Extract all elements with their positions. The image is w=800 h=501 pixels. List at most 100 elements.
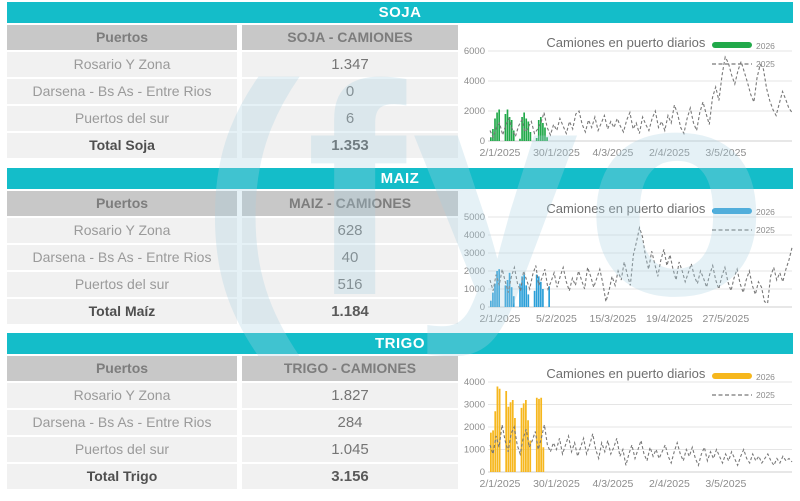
bar-2026 (510, 120, 513, 141)
port-label: Rosario Y Zona (7, 52, 237, 77)
port-label: Puertos del sur (7, 272, 237, 297)
total-value: 1.184 (242, 299, 458, 324)
maiz-table: Puertos MAIZ - CAMIONES Rosario Y Zona 6… (7, 191, 458, 324)
section-soja: SOJA Puertos SOJA - CAMIONES Rosario Y Z… (7, 2, 793, 165)
bar-2026 (538, 398, 540, 472)
bar-2026 (507, 406, 510, 472)
port-label: Darsena - Bs As - Entre Rios (7, 245, 237, 270)
bar-2026 (506, 280, 509, 307)
y-tick-label: 1000 (464, 445, 485, 456)
bar-2026 (529, 132, 532, 141)
legend-swatch-2026 (712, 42, 752, 48)
port-value: 1.347 (242, 52, 458, 77)
bar-2026 (519, 138, 521, 141)
x-tick-label: 2/4/2025 (649, 147, 690, 159)
bar-2026 (527, 420, 529, 472)
bar-2026 (523, 112, 525, 141)
legend-label-2026: 2026 (756, 372, 775, 382)
soja-table: Puertos SOJA - CAMIONES Rosario Y Zona 1… (7, 25, 458, 158)
port-label: Puertos del sur (7, 106, 237, 131)
x-tick-label: 19/4/2025 (646, 313, 693, 325)
bar-2026 (519, 283, 521, 307)
section-title-trigo: TRIGO (7, 333, 793, 354)
port-label: Darsena - Bs As - Entre Rios (7, 79, 237, 104)
legend-swatch-2026 (712, 373, 752, 379)
x-tick-label: 30/1/2025 (533, 478, 580, 490)
bar-2026 (496, 271, 498, 307)
line-2025 (489, 55, 793, 139)
bar-2026 (494, 283, 496, 307)
y-tick-label: 0 (480, 136, 485, 147)
bar-2026 (504, 285, 507, 307)
total-label: Total Soja (7, 133, 237, 158)
bar-2026 (533, 290, 536, 307)
port-value: 284 (242, 410, 458, 435)
y-tick-label: 4000 (464, 230, 485, 241)
legend-swatch-2026 (712, 208, 752, 214)
bar-2026 (537, 276, 540, 307)
bar-2026 (535, 138, 538, 141)
legend-label-2026: 2026 (756, 207, 775, 217)
bar-2026 (542, 123, 544, 141)
bar-2026 (529, 440, 532, 472)
x-tick-label: 2/4/2025 (649, 478, 690, 490)
soja-col-header-camiones: SOJA - CAMIONES (242, 25, 458, 50)
total-label: Total Maíz (7, 299, 237, 324)
x-tick-label: 27/5/2025 (703, 313, 750, 325)
maiz-col-header-camiones: MAIZ - CAMIONES (242, 191, 458, 216)
bar-2026 (539, 281, 542, 307)
x-tick-label: 30/1/2025 (533, 147, 580, 159)
bar-2026 (524, 400, 527, 472)
bar-2026 (510, 287, 513, 307)
bar-2026 (508, 272, 511, 307)
section-title-soja: SOJA (7, 2, 793, 23)
bar-2026 (506, 109, 509, 141)
bar-2026 (527, 294, 530, 307)
x-tick-label: 3/5/2025 (705, 478, 746, 490)
bar-2026 (494, 118, 496, 141)
bar-2026 (492, 292, 494, 307)
legend-label-2025: 2025 (756, 225, 775, 235)
bar-2026 (521, 276, 523, 307)
bar-2026 (511, 400, 514, 472)
bar-2026 (539, 117, 542, 141)
total-label: Total Trigo (7, 464, 237, 489)
port-label: Rosario Y Zona (7, 218, 237, 243)
bar-2026 (520, 407, 523, 472)
legend-label-2025: 2025 (756, 390, 775, 400)
bar-2026 (490, 432, 492, 472)
legend-label-2026: 2026 (756, 41, 775, 51)
bar-2026 (540, 397, 543, 472)
bar-2026 (527, 121, 530, 141)
bar-2026 (542, 289, 544, 307)
bar-2026 (523, 274, 525, 307)
bar-2026 (496, 112, 498, 141)
x-tick-label: 5/2/2025 (536, 313, 577, 325)
y-tick-label: 4000 (464, 76, 485, 87)
trigo-col-header-puertos: Puertos (7, 356, 237, 381)
trigo-col-header-camiones: TRIGO - CAMIONES (242, 356, 458, 381)
port-value: 6 (242, 106, 458, 131)
port-value: 516 (242, 272, 458, 297)
bar-2026 (546, 137, 548, 141)
soja-chart: 0 2000 4000 6000 Camiones en puerto diarios 2… (462, 25, 797, 165)
section-maiz: MAIZ Puertos MAIZ - CAMIONES Rosario Y Z… (7, 168, 793, 331)
x-tick-label: 3/5/2025 (705, 147, 746, 159)
maiz-chart: 0 1000 2000 3000 4000 5000 Camiones en puerto … (462, 191, 797, 331)
y-tick-label: 2000 (464, 266, 485, 277)
bar-2026 (548, 286, 550, 307)
bar-2026 (490, 137, 492, 141)
bar-2026 (498, 388, 501, 472)
chart-title: Camiones en puerto diarios (546, 366, 705, 381)
chart-title: Camiones en puerto diarios (546, 35, 705, 50)
bar-2026 (514, 418, 516, 472)
y-tick-label: 5000 (464, 212, 485, 223)
bar-2026 (525, 285, 528, 307)
y-tick-label: 4000 (464, 377, 485, 388)
port-label: Rosario Y Zona (7, 383, 237, 408)
section-title-maiz: MAIZ (7, 168, 793, 189)
bar-2026 (508, 117, 511, 141)
y-tick-label: 2000 (464, 422, 485, 433)
x-tick-label: 2/1/2025 (480, 478, 521, 490)
bar-2026 (544, 127, 546, 141)
